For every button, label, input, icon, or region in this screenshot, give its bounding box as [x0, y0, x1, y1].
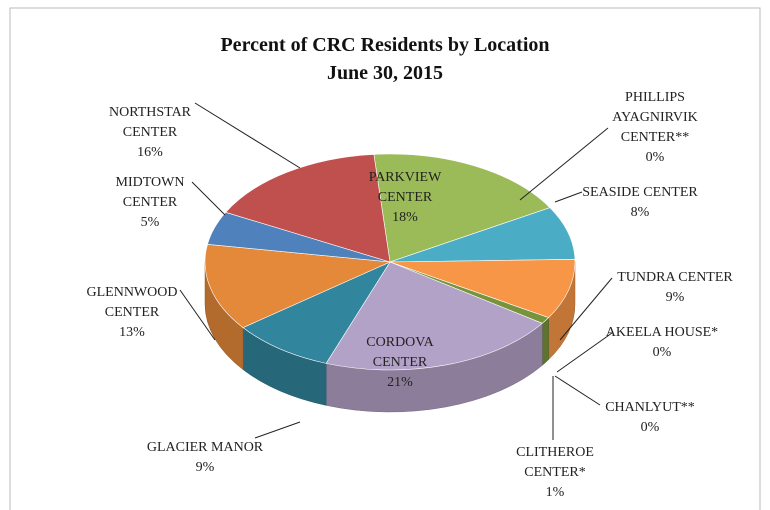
value-label: 8% — [630, 205, 650, 220]
leader-line — [554, 191, 583, 203]
leader-line — [191, 181, 226, 216]
leader-line — [554, 375, 601, 406]
slice-side — [542, 317, 549, 366]
value-label: 1% — [545, 485, 565, 500]
slice — [225, 154, 391, 263]
chart-title: Percent of CRC Residents by Location — [220, 34, 550, 56]
value-label: 5% — [140, 215, 160, 230]
category-name: NORTHSTAR CENTER — [108, 105, 192, 140]
leader-line — [559, 277, 613, 341]
slice — [389, 207, 576, 263]
category-name: GLACIER MANOR — [146, 440, 264, 455]
value-label: 9% — [195, 460, 215, 475]
value-label: 13% — [119, 325, 145, 340]
slice-label: TUNDRA CENTER 9% — [590, 268, 760, 308]
slice-label: MIDTOWN CENTER 5% — [105, 173, 195, 233]
leader-line — [556, 332, 613, 373]
chart-border — [9, 7, 761, 510]
category-name: GLENNWOOD CENTER — [86, 285, 178, 320]
category-name: SEASIDE CENTER — [582, 185, 698, 200]
leader-line — [179, 289, 216, 341]
value-label: 0% — [652, 345, 672, 360]
category-name: CLITHEROE CENTER* — [516, 445, 594, 480]
slice-label: SEASIDE CENTER 8% — [555, 183, 725, 223]
category-name: PARKVIEW CENTER — [368, 170, 442, 205]
chart-subtitle: June 30, 2015 — [326, 62, 444, 84]
value-label: 9% — [665, 290, 685, 305]
slice-label: NORTHSTAR CENTER 16% — [100, 103, 200, 163]
category-name: CHANLYUT** — [605, 400, 695, 415]
leader-line — [194, 102, 301, 169]
slice — [373, 153, 551, 263]
slice — [389, 259, 576, 318]
value-label: 16% — [137, 145, 163, 160]
value-label: 0% — [645, 150, 665, 165]
value-label: 21% — [387, 375, 413, 390]
value-label: 18% — [392, 210, 418, 225]
leader-line — [254, 421, 301, 439]
slice-label: CLITHEROE CENTER* 1% — [505, 443, 605, 503]
slice — [204, 244, 392, 328]
category-name: PHILLIPS AYAGNIRVIK CENTER** — [612, 90, 698, 145]
slice-label: GLENNWOOD CENTER 13% — [77, 283, 187, 343]
slice — [242, 261, 391, 364]
leader-line — [519, 127, 609, 201]
category-name: CORDOVA CENTER — [366, 335, 434, 370]
value-label: 0% — [640, 420, 660, 435]
category-name: AKEELA HOUSE* — [605, 325, 719, 340]
slice-label: AKEELA HOUSE* 0% — [587, 323, 737, 363]
slice-label: CHANLYUT** 0% — [585, 398, 715, 438]
slice-label: PARKVIEW CENTER 18% — [355, 168, 455, 228]
category-name: TUNDRA CENTER — [617, 270, 733, 285]
slice-label: GLACIER MANOR 9% — [130, 438, 280, 478]
category-name: MIDTOWN CENTER — [115, 175, 185, 210]
slice — [325, 261, 543, 371]
slice-label: PHILLIPS AYAGNIRVIK CENTER** 0% — [590, 88, 720, 168]
slice-label: CORDOVA CENTER 21% — [350, 333, 450, 393]
